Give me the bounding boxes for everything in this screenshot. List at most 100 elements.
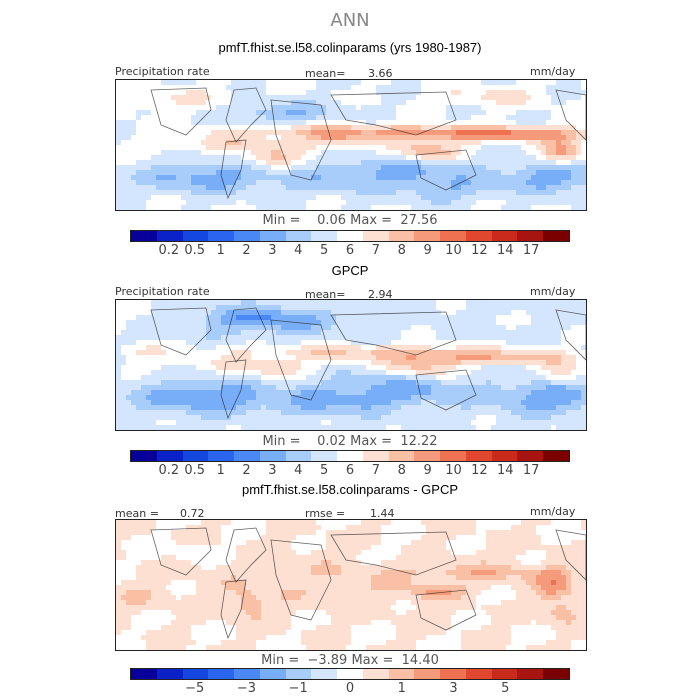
colorbar-swatch <box>182 451 209 461</box>
colorbar-swatch <box>285 451 312 461</box>
colorbar-tick-label: 8 <box>397 463 406 478</box>
colorbar-tick-label: 6 <box>345 463 355 478</box>
colorbar-swatch <box>234 451 260 461</box>
colorbar-swatch <box>208 669 235 679</box>
panel2-min-value: 0.02 <box>317 434 347 449</box>
colorbar-tick-label: 14 <box>497 463 514 478</box>
panel3-mean-label: mean = <box>115 507 159 520</box>
colorbar-swatch <box>337 451 363 461</box>
panel2-max-label: Max = <box>350 434 393 449</box>
colorbar-tick-label: 0.5 <box>184 243 206 258</box>
panel3-minmax: Min = −3.89 Max = 14.40 <box>0 653 700 668</box>
colorbar-tick-label: 3 <box>449 681 458 696</box>
panel3-colorbar <box>130 668 570 680</box>
panel2-min-label: Min = <box>262 434 301 449</box>
colorbar-swatch <box>311 451 338 461</box>
colorbar-swatch <box>517 669 544 679</box>
panel3-min-value: −3.89 <box>307 653 348 668</box>
colorbar-tick-label: 3 <box>268 463 277 478</box>
colorbar-tick-label: 8 <box>397 243 406 258</box>
colorbar-tick-label: 17 <box>522 463 540 478</box>
colorbar-swatch <box>491 451 518 461</box>
colorbar-swatch <box>234 231 260 241</box>
colorbar-tick-label: 5 <box>319 243 329 258</box>
panel3-units: mm/day <box>530 505 576 518</box>
colorbar-swatch <box>362 669 389 679</box>
colorbar-tick-label: 9 <box>423 463 432 478</box>
colorbar-swatch <box>543 669 570 679</box>
colorbar-tick-label: 12 <box>471 463 488 478</box>
colorbar-tick-label: 6 <box>345 243 355 258</box>
colorbar-swatch <box>440 669 466 679</box>
panel1-colorbar <box>130 230 570 242</box>
panel1-variable-label: Precipitation rate <box>115 65 210 78</box>
panel2-colorbar-ticks: 0.2 0.5 1 2 3 4 5 6 7 8 9 10 12 14 17 <box>130 463 570 479</box>
colorbar-swatch <box>465 451 492 461</box>
panel2-mean-label: mean= <box>305 288 346 301</box>
colorbar-swatch <box>362 231 389 241</box>
panel2-max-value: 12.22 <box>400 434 438 449</box>
colorbar-swatch <box>131 451 157 461</box>
colorbar-tick-label: 2 <box>242 243 251 258</box>
colorbar-tick-label: 0.2 <box>158 243 180 258</box>
colorbar-tick-label: 5 <box>501 681 510 696</box>
colorbar-swatch <box>543 451 570 461</box>
panel3-rmse-label: rmse = <box>305 507 346 520</box>
colorbar-swatch <box>182 669 209 679</box>
colorbar-swatch <box>208 231 235 241</box>
colorbar-swatch <box>440 231 466 241</box>
colorbar-tick-label: 7 <box>371 463 381 478</box>
colorbar-swatch <box>388 669 415 679</box>
colorbar-swatch <box>259 451 286 461</box>
panel1-min-value: 0.06 <box>317 213 347 228</box>
panel2-units: mm/day <box>530 285 576 298</box>
colorbar-swatch <box>311 669 338 679</box>
colorbar-tick-label: 1 <box>216 463 225 478</box>
colorbar-tick-label: −5 <box>185 681 205 696</box>
colorbar-swatch <box>131 669 157 679</box>
colorbar-tick-label: 0.5 <box>184 463 206 478</box>
panel1-title: pmfT.fhist.se.l58.colinparams (yrs 1980-… <box>218 40 482 55</box>
panel3-max-value: 14.40 <box>401 653 439 668</box>
colorbar-tick-label: 4 <box>294 463 303 478</box>
colorbar-swatch <box>337 231 363 241</box>
colorbar-swatch <box>259 231 286 241</box>
colorbar-tick-label: 1 <box>216 243 225 258</box>
panel1-units: mm/day <box>530 65 576 78</box>
colorbar-tick-label: 10 <box>445 243 462 258</box>
colorbar-tick-label: 7 <box>371 243 381 258</box>
colorbar-tick-label: 1 <box>397 681 406 696</box>
colorbar-swatch <box>414 451 441 461</box>
colorbar-swatch <box>131 231 157 241</box>
colorbar-tick-label: 17 <box>522 243 540 258</box>
colorbar-swatch <box>259 669 286 679</box>
colorbar-swatch <box>234 669 260 679</box>
colorbar-swatch <box>414 231 441 241</box>
panel3-max-label: Max = <box>351 653 394 668</box>
colorbar-tick-label: 2 <box>242 463 251 478</box>
colorbar-tick-label: −1 <box>288 681 308 696</box>
panel2-mean-value: 2.94 <box>368 288 393 301</box>
panel3-map <box>115 519 587 651</box>
colorbar-swatch <box>337 669 363 679</box>
colorbar-swatch <box>362 451 389 461</box>
panel1-minmax: Min = 0.06 Max = 27.56 <box>0 213 700 228</box>
panel1-colorbar-ticks: 0.2 0.5 1 2 3 4 5 6 7 8 9 10 12 14 17 <box>130 243 570 259</box>
colorbar-swatch <box>156 231 183 241</box>
colorbar-tick-label: 5 <box>319 463 329 478</box>
colorbar-tick-label: 12 <box>471 243 488 258</box>
colorbar-swatch <box>182 231 209 241</box>
panel3-min-label: Min = <box>261 653 300 668</box>
colorbar-tick-label: 14 <box>497 243 514 258</box>
panel2-title: GPCP <box>331 263 369 278</box>
colorbar-swatch <box>517 451 544 461</box>
panel2-colorbar <box>130 450 570 462</box>
panel3-rmse-value: 1.44 <box>370 507 395 520</box>
panel3-colorbar-ticks: −5 −3 −1 0 1 3 5 <box>130 681 570 697</box>
figure-title: ANN <box>330 10 370 31</box>
panel1-map <box>115 79 587 211</box>
colorbar-swatch <box>285 669 312 679</box>
colorbar-swatch <box>465 669 492 679</box>
colorbar-tick-label: 0 <box>345 681 355 696</box>
